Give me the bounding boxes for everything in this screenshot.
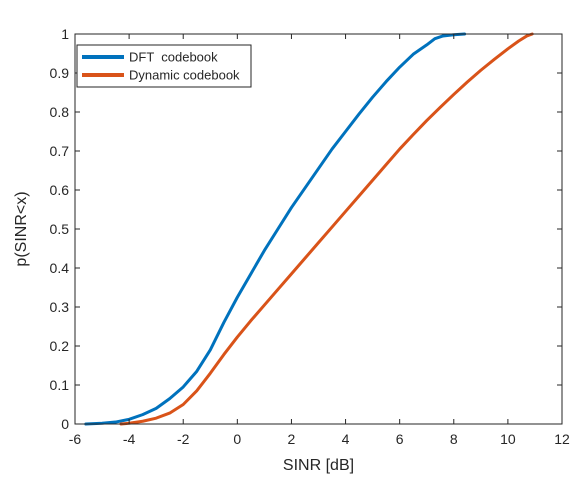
axes-layer: -6 -4 -2 0 2 4 6 8 10 12 0 0.1 0.2 0.3 0.4 0.5 0.6 0.7 0.8… (50, 26, 570, 447)
y-tick-label: 0.4 (50, 260, 70, 276)
y-tick-label: 0.9 (50, 65, 70, 81)
y-tick-label: 0 (61, 416, 69, 432)
x-tick-label: 4 (342, 431, 350, 447)
x-tick-label: -6 (69, 431, 82, 447)
series-layer (84, 32, 534, 426)
y-tick-label: 0.5 (50, 221, 70, 237)
x-tick-label: -2 (177, 431, 190, 447)
plot-background (75, 34, 562, 424)
legend-label-dynamic: Dynamic codebook (129, 68, 240, 83)
x-tick-label: -4 (123, 431, 136, 447)
y-tick-label: 0.1 (50, 377, 70, 393)
y-tick-label: 0.2 (50, 338, 70, 354)
x-tick-label: 12 (554, 431, 570, 447)
x-axis-label: SINR [dB] (283, 457, 354, 474)
x-tick-label: 0 (233, 431, 241, 447)
series-line-1 (119, 32, 534, 426)
y-tick-label: 0.3 (50, 299, 70, 315)
legend-box (76, 44, 252, 88)
y-tick-label: 0.7 (50, 143, 70, 159)
x-tick-label: 8 (450, 431, 458, 447)
x-tick-label: 10 (500, 431, 516, 447)
x-tick-label: 2 (288, 431, 296, 447)
labels-layer: SINR [dB] p(SINR<x) (13, 191, 354, 474)
x-tick-label: 6 (396, 431, 404, 447)
legend: DFT codebook Dynamic codebook (76, 44, 252, 88)
series-line-0 (84, 32, 467, 426)
y-axis-label: p(SINR<x) (13, 191, 30, 266)
y-tick-label: 1 (61, 26, 69, 42)
legend-label-dft: DFT codebook (129, 50, 218, 65)
y-tick-label: 0.8 (50, 104, 70, 120)
y-tick-label: 0.6 (50, 182, 70, 198)
